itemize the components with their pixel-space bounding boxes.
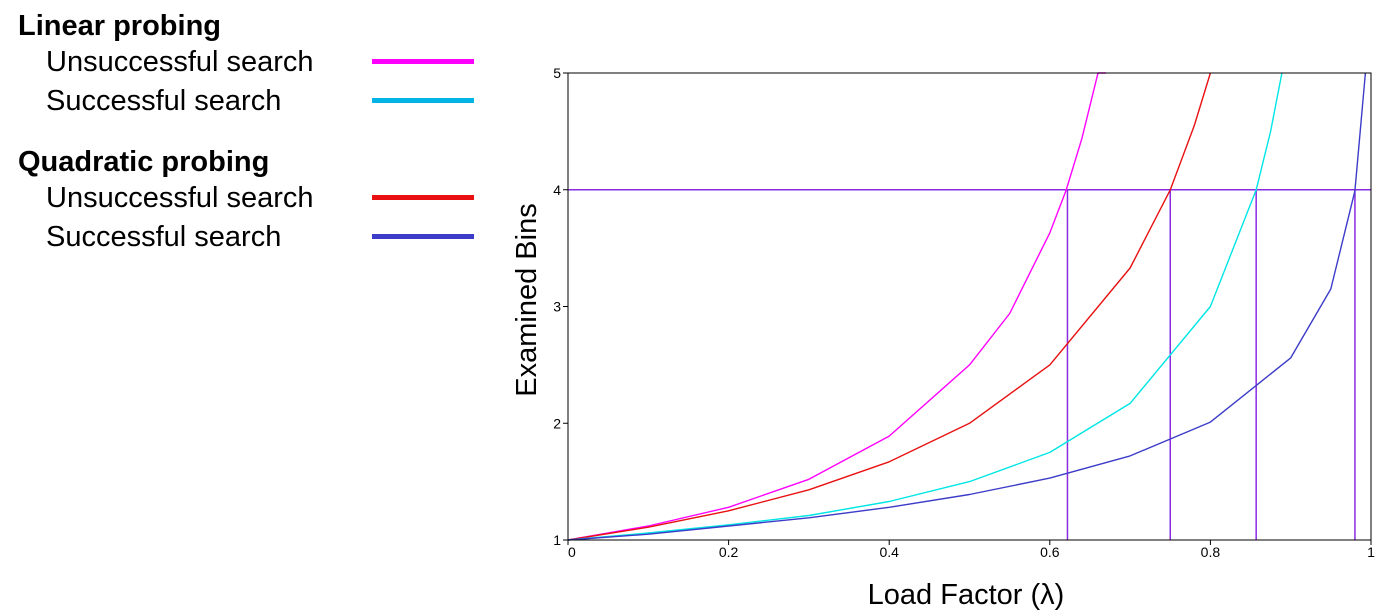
- legend-group-quadratic-probing: Quadratic probing Unsuccessful search Su…: [18, 144, 488, 258]
- legend: Linear probing Unsuccessful search Succe…: [18, 8, 488, 280]
- legend-label: Successful search: [46, 85, 282, 117]
- legend-label: Successful search: [46, 221, 282, 253]
- y-tick-label: 5: [553, 65, 561, 81]
- legend-swatch: [372, 98, 474, 103]
- y-tick-label: 3: [553, 299, 561, 315]
- x-tick-label: 0.8: [1201, 544, 1221, 560]
- series-line: [567, 72, 1212, 541]
- series-lines: [567, 72, 1367, 541]
- legend-group-linear-probing: Linear probing Unsuccessful search Succe…: [18, 8, 488, 122]
- plot-frame: [567, 72, 1372, 541]
- x-tick-label: 0.6: [1040, 544, 1060, 560]
- x-tick-label: 1: [1367, 544, 1375, 560]
- legend-item-linear-unsuccessful: Unsuccessful search: [18, 44, 488, 83]
- legend-swatch: [372, 195, 474, 200]
- legend-label: Unsuccessful search: [46, 46, 314, 78]
- y-tick-label: 1: [553, 532, 561, 548]
- x-tick-label: 0: [568, 544, 576, 560]
- tick-labels: 0 0.2 0.4 0.6 0.8 1 1 2 3 4 5: [553, 65, 1375, 560]
- y-tick-label: 2: [553, 415, 561, 431]
- legend-title-quadratic-probing: Quadratic probing: [18, 146, 270, 178]
- legend-swatch: [372, 234, 474, 239]
- legend-title-linear-probing: Linear probing: [18, 10, 221, 42]
- series-line: [567, 72, 1106, 541]
- series-line: [567, 72, 1283, 541]
- reference-lines: [568, 189, 1371, 540]
- legend-item-quadratic-unsuccessful: Unsuccessful search: [18, 180, 488, 219]
- y-axis-title: Examined Bins: [511, 203, 543, 396]
- x-tick-label: 0.4: [879, 544, 899, 560]
- legend-item-linear-successful: Successful search: [18, 83, 488, 122]
- x-axis-title: Load Factor (λ): [868, 579, 1065, 611]
- legend-item-quadratic-successful: Successful search: [18, 219, 488, 258]
- axes: [563, 72, 1372, 545]
- legend-swatch: [372, 59, 474, 64]
- legend-label: Unsuccessful search: [46, 182, 314, 214]
- series-line: [567, 72, 1367, 541]
- x-tick-label: 0.2: [719, 544, 739, 560]
- y-tick-label: 4: [553, 182, 561, 198]
